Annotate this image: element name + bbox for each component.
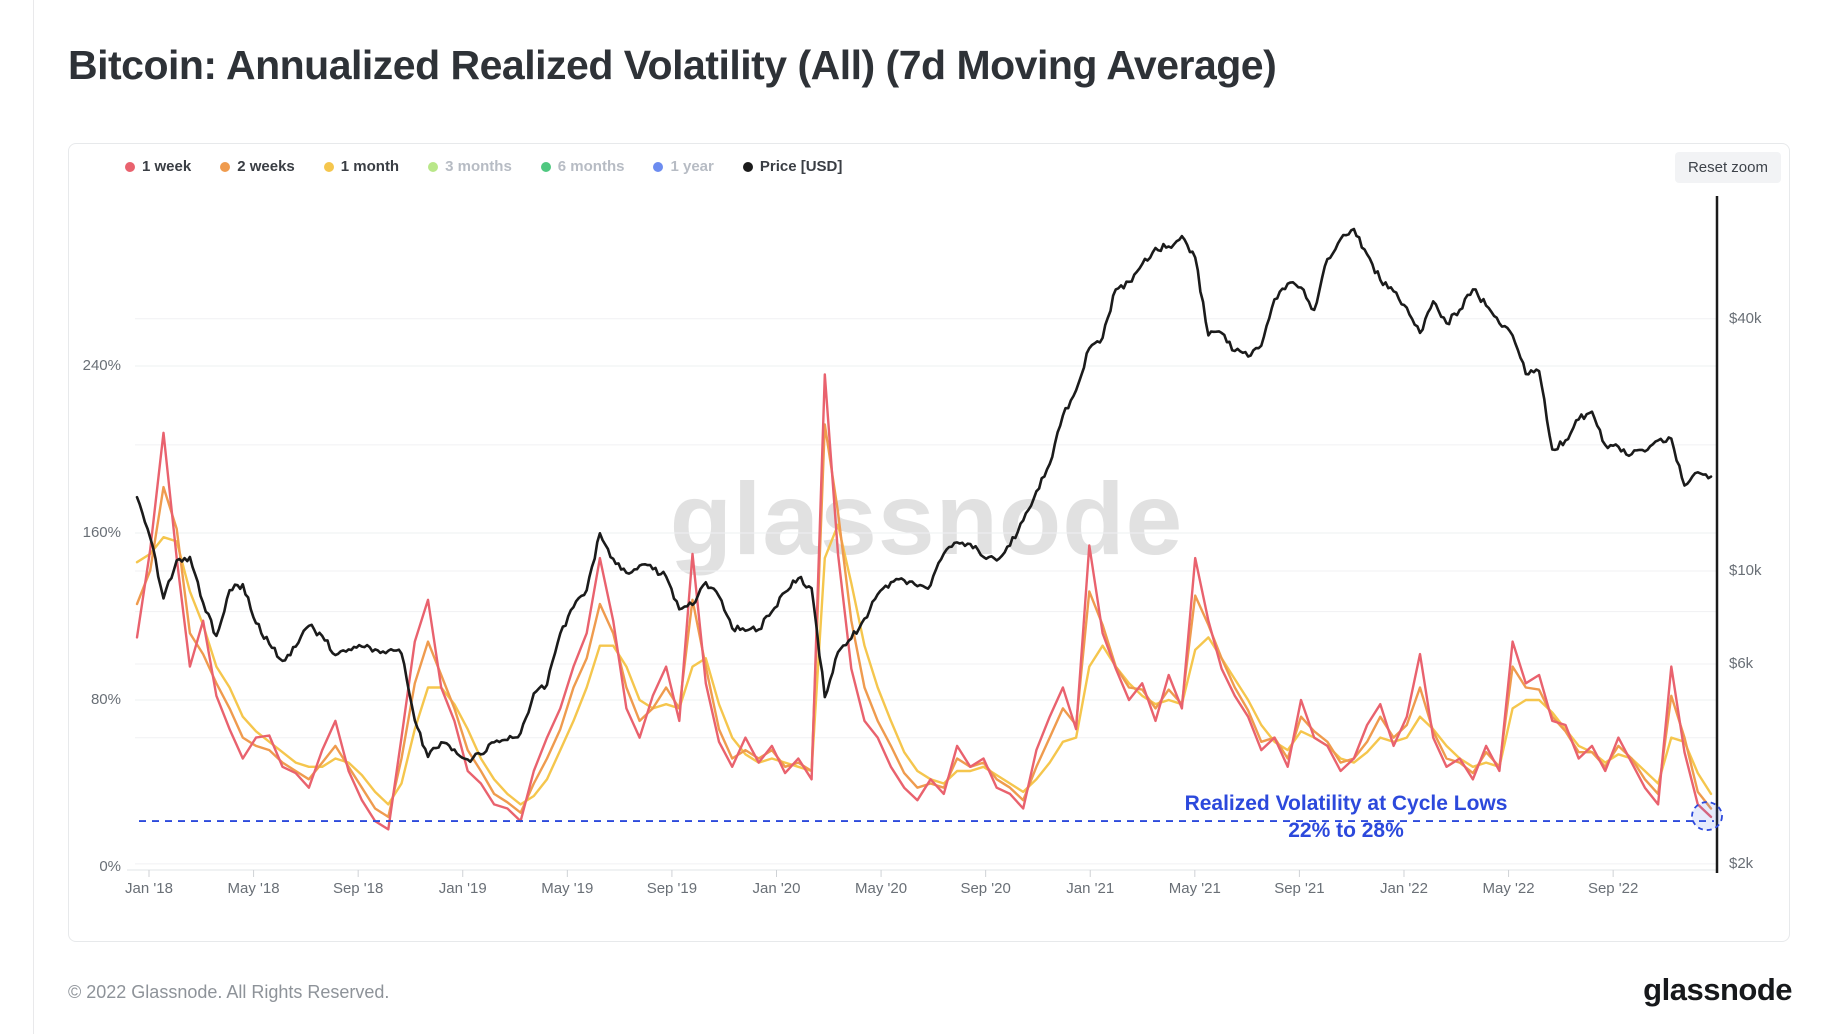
- right-axis-tick-40000: $40k: [1729, 309, 1762, 327]
- left-axis-tick-80: 80%: [90, 691, 121, 708]
- legend-item-1-year[interactable]: 1 year: [653, 158, 714, 175]
- x-axis-tick-may-22: May '22: [1482, 880, 1535, 897]
- legend-item-6-months[interactable]: 6 months: [540, 158, 625, 175]
- x-axis-tick-jan-21: Jan '21: [1066, 880, 1115, 897]
- legend-item-price-usd-[interactable]: Price [USD]: [742, 158, 843, 175]
- legend-label: 2 weeks: [237, 158, 295, 175]
- legend-label: 1 year: [670, 158, 714, 175]
- glassnode-watermark: glassnode: [669, 462, 1184, 576]
- cycle-lows-annotation: Realized Volatility at Cycle Lows 22% to…: [1096, 790, 1596, 844]
- right-axis-tick-6000: $6k: [1729, 654, 1754, 672]
- legend-dot-6-months: [540, 161, 551, 172]
- page-edge-divider: [33, 0, 34, 1034]
- chart-card: glassnode 1 week 2 weeks 1 month 3 months 6 …: [68, 143, 1790, 942]
- legend-item-1-week[interactable]: 1 week: [125, 158, 191, 175]
- legend-dot-1-week: [125, 161, 135, 172]
- copyright-text: © 2022 Glassnode. All Rights Reserved.: [68, 982, 390, 1002]
- x-axis-tick-sep-19: Sep '19: [646, 880, 698, 897]
- reset-zoom-button[interactable]: Reset zoom: [1674, 152, 1781, 183]
- right-axis-tick-10000: $10k: [1729, 562, 1762, 579]
- legend-label: Price [USD]: [759, 158, 843, 175]
- x-axis-tick-jan-19: Jan '19: [438, 880, 487, 897]
- legend-label: 1 month: [340, 158, 400, 175]
- legend-label: 6 months: [557, 158, 625, 175]
- legend-label: 1 week: [142, 158, 192, 175]
- chart-plot-area[interactable]: [69, 144, 1791, 943]
- left-axis-tick-0: 0%: [99, 858, 121, 875]
- x-axis-tick-sep-20: Sep '20: [960, 880, 1011, 897]
- annotation-line2: 22% to 28%: [1288, 819, 1404, 842]
- x-axis-tick-jan-20: Jan '20: [752, 880, 801, 897]
- left-axis-tick-160: 160%: [82, 524, 121, 541]
- x-axis-tick-may-21: May '21: [1168, 880, 1221, 897]
- x-axis-tick-sep-18: Sep '18: [332, 880, 384, 897]
- legend-dot-1-month: [323, 161, 334, 172]
- x-axis-tick-sep-22: Sep '22: [1587, 880, 1639, 897]
- legend-item-3-months[interactable]: 3 months: [428, 158, 512, 175]
- legend-dot-3-months: [428, 161, 439, 172]
- legend-item-1-month[interactable]: 1 month: [323, 158, 400, 175]
- x-axis-tick-may-18: May '18: [227, 880, 280, 897]
- glassnode-logo: glassnode: [1643, 972, 1792, 1007]
- x-axis-tick-may-19: May '19: [541, 880, 594, 897]
- x-axis-tick-may-20: May '20: [855, 880, 908, 897]
- annotation-line1: Realized Volatility at Cycle Lows: [1184, 792, 1508, 815]
- legend-dot-price-usd-: [742, 161, 753, 172]
- legend-dot-1-year: [653, 161, 664, 172]
- x-axis-tick-jan-22: Jan '22: [1380, 880, 1428, 897]
- x-axis-tick-sep-21: Sep '21: [1274, 880, 1325, 897]
- left-axis-tick-240: 240%: [82, 357, 121, 374]
- legend-item-2-weeks[interactable]: 2 weeks: [220, 158, 295, 175]
- chart-legend: 1 week 2 weeks 1 month 3 months 6 months 1 ye…: [125, 158, 842, 175]
- legend-dot-2-weeks: [220, 161, 231, 172]
- right-axis-tick-2000: $2k: [1729, 854, 1754, 872]
- legend-label: 3 months: [445, 158, 512, 175]
- x-axis-tick-jan-18: Jan '18: [125, 880, 173, 897]
- page-title: Bitcoin: Annualized Realized Volatility …: [68, 42, 1277, 88]
